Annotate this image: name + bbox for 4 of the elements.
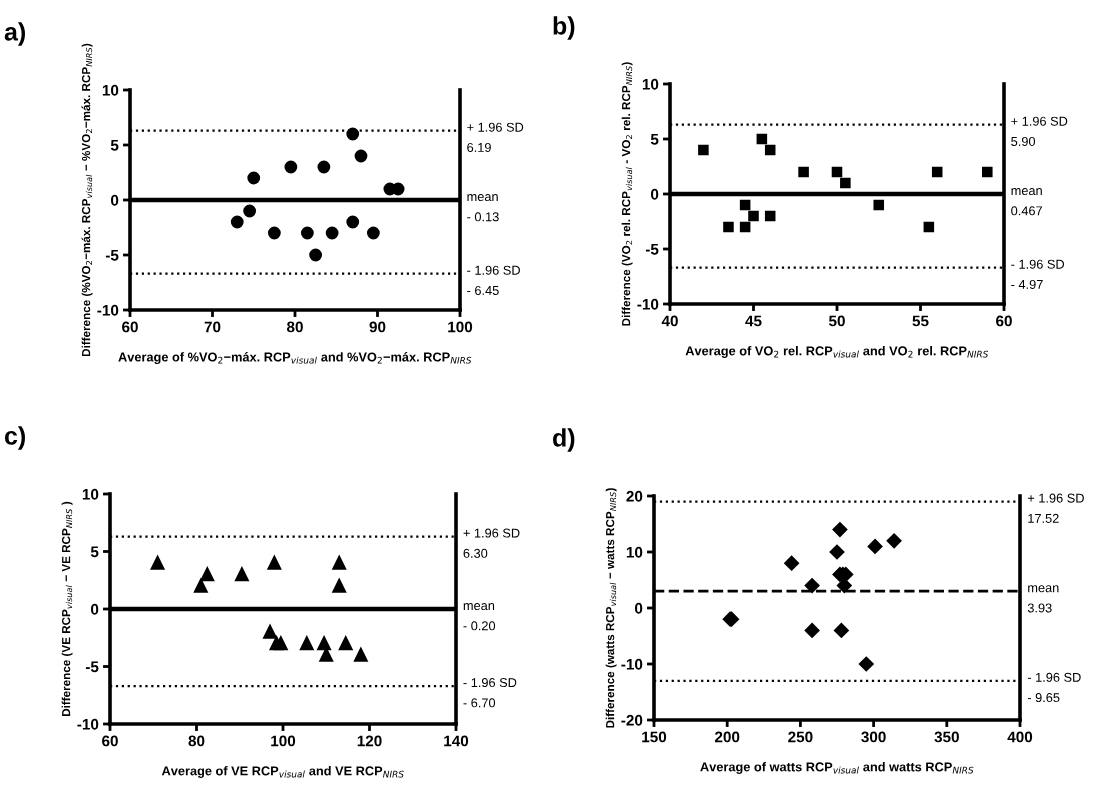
chart-title: c) xyxy=(4,426,25,450)
chart-title: b) xyxy=(553,16,575,40)
chart-title: a) xyxy=(4,22,25,46)
chart-title: d) xyxy=(553,428,575,452)
